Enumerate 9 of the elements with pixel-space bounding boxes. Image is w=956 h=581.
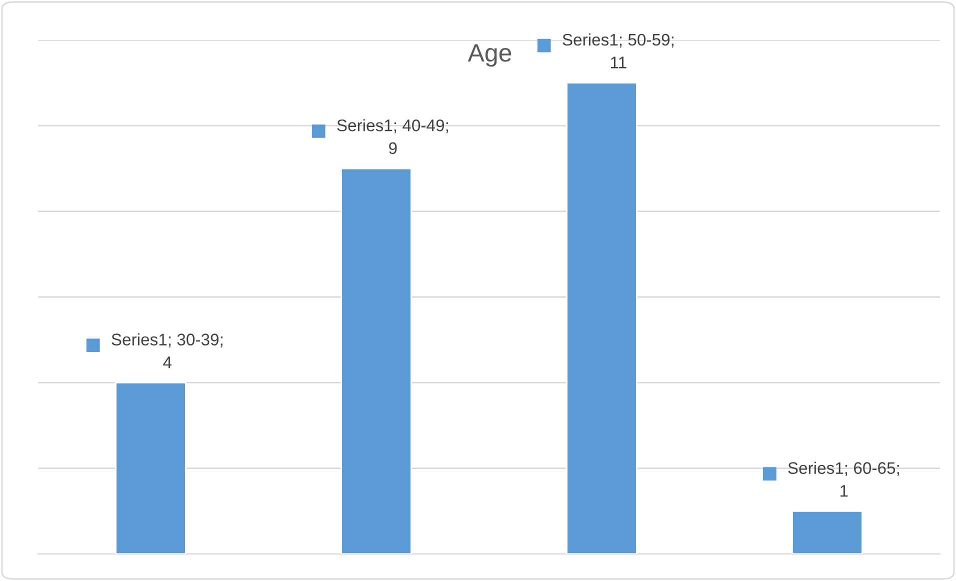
data-label: Series1; 60-65; 1 [788,462,899,497]
data-label: Series1; 40-49; 9 [337,119,448,154]
bar [115,382,186,554]
bar [792,510,863,554]
data-label: Series1; 30-39; 4 [112,333,222,368]
bar [340,168,412,554]
chart-title: Age [468,44,512,67]
data-label: Series1; 50-59; 11 [562,33,674,68]
bar [566,82,638,554]
